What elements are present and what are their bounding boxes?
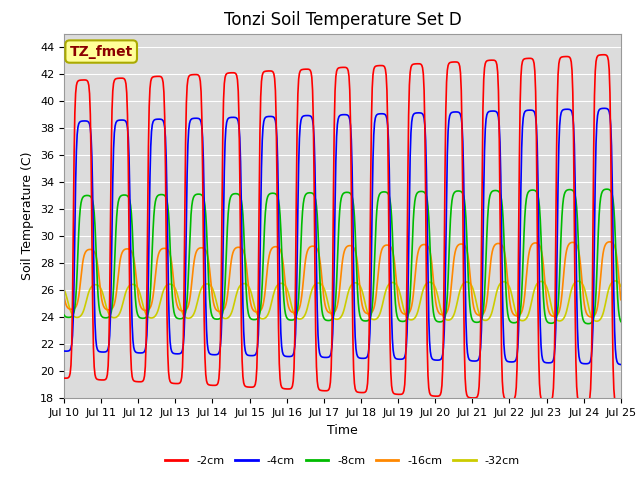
- Title: Tonzi Soil Temperature Set D: Tonzi Soil Temperature Set D: [223, 11, 461, 29]
- Legend: -2cm, -4cm, -8cm, -16cm, -32cm: -2cm, -4cm, -8cm, -16cm, -32cm: [161, 451, 524, 470]
- X-axis label: Time: Time: [327, 424, 358, 437]
- Y-axis label: Soil Temperature (C): Soil Temperature (C): [22, 152, 35, 280]
- Text: TZ_fmet: TZ_fmet: [70, 45, 133, 59]
